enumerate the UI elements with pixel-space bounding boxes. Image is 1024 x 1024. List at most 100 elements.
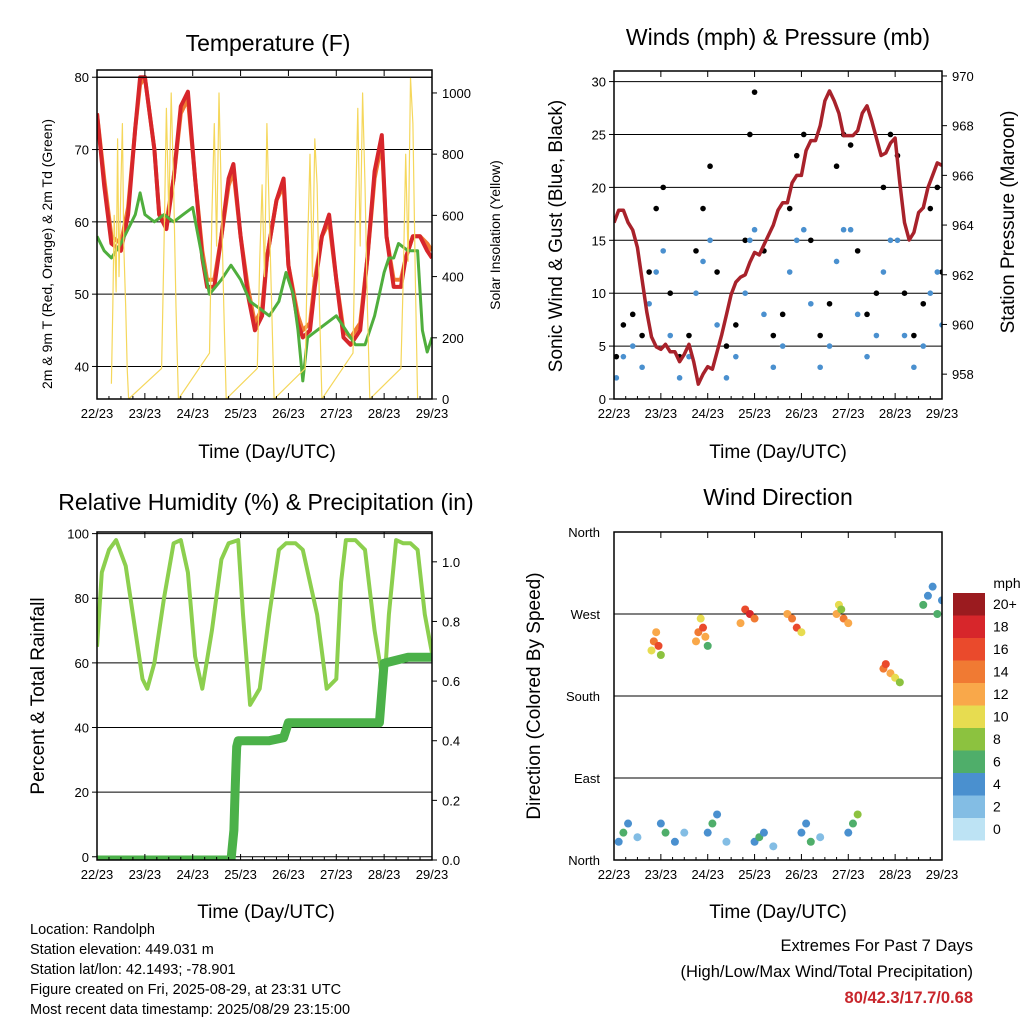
winds-point [629, 343, 636, 349]
winds-point [700, 258, 706, 265]
direction-xtick-label: 24/23 [691, 867, 724, 882]
humidity-y2tick-label: 0.2 [442, 793, 460, 808]
colorbar-label: 8 [993, 731, 1001, 747]
winds-point [920, 300, 927, 307]
direction-xtick-label: 27/23 [832, 867, 865, 882]
temperature-xtick-label: 25/23 [224, 406, 257, 421]
winds-point [747, 237, 753, 244]
winds-point [620, 322, 627, 328]
humidity-xtick-label: 29/23 [416, 867, 449, 882]
winds-point [901, 332, 908, 339]
winds-point [817, 364, 823, 371]
direction-point [654, 641, 663, 650]
direction-point [895, 678, 904, 687]
station-latlon: Station lat/lon: 42.1493; -78.901 [30, 962, 236, 978]
winds-series-group [614, 89, 942, 386]
humidity-xtick-label: 23/23 [129, 867, 162, 882]
winds-xlabel: Time (Day/UTC) [709, 442, 847, 463]
direction-point [713, 810, 722, 819]
winds-point [747, 131, 753, 138]
winds-point [901, 290, 908, 296]
winds-point [817, 332, 823, 339]
winds-y2tick-label: 968 [952, 119, 974, 134]
winds-xtick-label: 22/23 [598, 406, 631, 421]
direction-point [619, 828, 628, 837]
winds-point [667, 290, 674, 296]
winds-point [800, 131, 807, 138]
winds-frame [613, 70, 943, 400]
winds-point [800, 226, 807, 233]
winds-point [693, 290, 699, 296]
humidity-xtick-label: 26/23 [272, 867, 305, 882]
winds-ylabel: Sonic Wind & Gust (Blue, Black) [546, 100, 567, 372]
direction-series-group [614, 582, 942, 851]
winds-point [742, 290, 748, 296]
winds-xtick-label: 26/23 [785, 406, 818, 421]
colorbar-label: 14 [993, 664, 1009, 680]
winds-point [707, 163, 713, 170]
direction-title: Wind Direction [703, 484, 853, 510]
winds-point [840, 226, 847, 233]
winds-point [808, 300, 814, 307]
figure-created: Figure created on Fri, 2025-08-29, at 23… [30, 982, 342, 998]
winds-point [667, 332, 674, 339]
humidity-xtick-label: 27/23 [320, 867, 353, 882]
direction-xtick-label: 28/23 [879, 867, 912, 882]
winds-y2tick-label: 960 [952, 317, 974, 332]
humidity-xtick-label: 28/23 [368, 867, 401, 882]
winds-point [793, 237, 800, 244]
direction-xlabel: Time (Day/UTC) [709, 902, 847, 923]
direction-panel: Wind Direction Direction (Colored By Spe… [524, 484, 1021, 923]
temperature-xtick-label: 26/23 [272, 406, 305, 421]
temperature-ytick-label: 70 [75, 143, 89, 158]
temperature-ytick-label: 50 [75, 287, 89, 302]
colorbar-swatch [953, 593, 985, 616]
winds-point [751, 89, 758, 95]
winds-point [873, 290, 880, 296]
direction-point [670, 837, 679, 846]
direction-ytick-label: South [566, 689, 600, 704]
direction-ytick-label: North [568, 525, 600, 540]
colorbar-swatch [953, 728, 985, 751]
winds-point [786, 269, 793, 275]
winds-point [920, 343, 927, 349]
temperature-title: Temperature (F) [186, 30, 351, 56]
humidity-y2tick-label: 1.0 [442, 555, 460, 570]
colorbar-label: 18 [993, 619, 1009, 635]
winds-plot: 22/23 23/23 24/23 25/23 26/23 27/23 28/23 29/23… [592, 69, 974, 421]
winds-y2tick-label: 970 [952, 69, 974, 84]
winds-point [864, 353, 870, 360]
extremes-summary: Extremes For Past 7 Days (High/Low/Max W… [680, 933, 973, 1011]
temperature-y2tick-label: 200 [442, 331, 464, 346]
temperature-xtick-label: 24/23 [176, 406, 209, 421]
winds-point [723, 343, 730, 349]
extremes-value: 80/42.3/17.7/0.68 [844, 989, 973, 1007]
humidity-series-1 [97, 652, 432, 860]
winds-point [880, 184, 887, 191]
temperature-xtick-label: 22/23 [81, 406, 114, 421]
temperature-series-3 [110, 77, 419, 399]
winds-y2label: Station Pressure (Maroon) [998, 111, 1019, 334]
temperature-series-2 [97, 191, 432, 383]
direction-point [933, 610, 942, 618]
winds-point [770, 332, 777, 339]
direction-ytick-label: West [571, 607, 601, 622]
direction-point [633, 833, 642, 842]
direction-point [696, 614, 705, 623]
winds-point [620, 353, 627, 360]
winds-point [927, 290, 934, 296]
direction-point [802, 819, 811, 828]
temperature-y2tick-label: 0 [442, 392, 449, 407]
direction-point [692, 637, 700, 646]
humidity-ytick-label: 60 [75, 656, 89, 671]
colorbar-swatch [953, 795, 985, 818]
winds-point [629, 311, 636, 318]
direction-point [656, 651, 665, 659]
direction-ytick-label: North [568, 853, 600, 868]
direction-point [703, 641, 712, 650]
winds-y2tick-label: 962 [952, 268, 974, 283]
direction-point [919, 600, 928, 609]
temperature-series-1 [97, 75, 432, 347]
winds-point [894, 237, 901, 244]
